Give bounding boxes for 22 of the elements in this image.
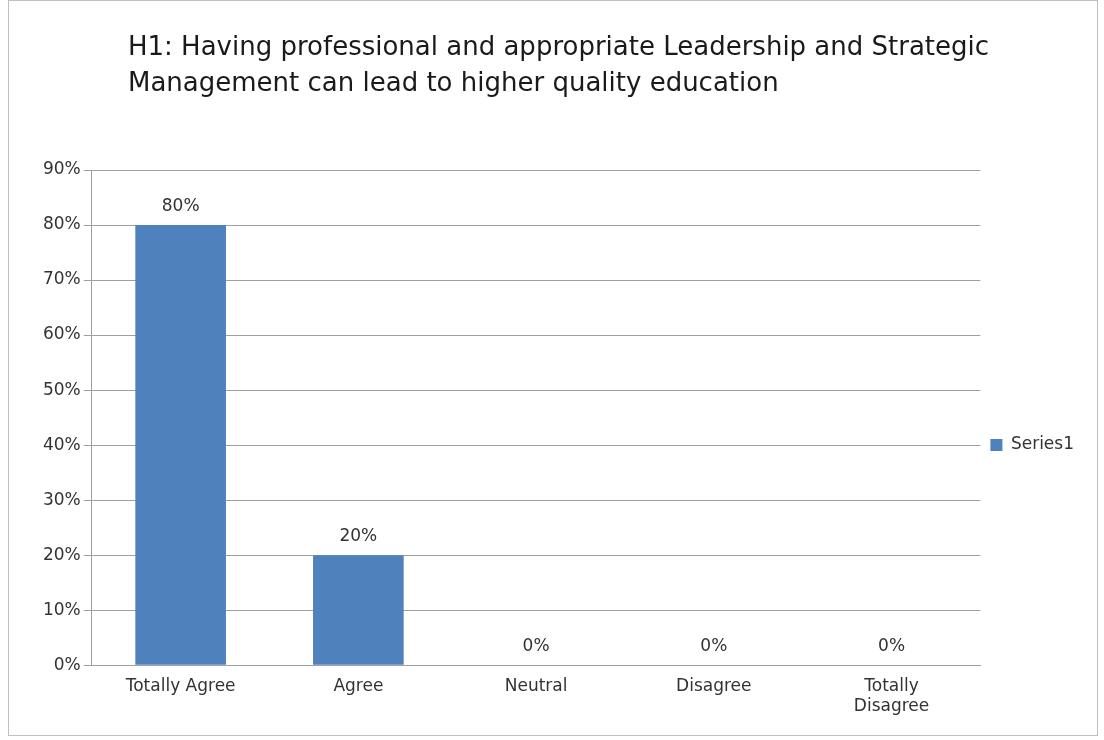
y-tick-label: 70% [42, 268, 81, 289]
y-tick-label: 30% [42, 488, 81, 509]
x-tick-label: Agree [333, 674, 384, 695]
y-tick-label: 90% [42, 158, 81, 179]
y-tick-label: 50% [42, 378, 81, 399]
legend-label: Series1 [1010, 433, 1075, 454]
chart-title: H1: Having professional and appropriate Leadership and Strategic Management can lead to higher quality education [128, 30, 991, 99]
y-tick-label: 0% [53, 653, 81, 674]
data-label: 0% [878, 635, 906, 656]
y-tick-label: 10% [42, 598, 81, 619]
data-label: 80% [161, 194, 200, 215]
x-tick-label: Disagree [676, 674, 752, 695]
y-tick-label: 80% [42, 213, 81, 234]
x-tick-label: Totally Disagree [853, 674, 930, 716]
data-label: 0% [700, 635, 728, 656]
data-label: 20% [339, 525, 378, 546]
data-label: 0% [522, 635, 550, 656]
y-tick-label: 40% [42, 433, 81, 454]
y-tick-label: 20% [42, 543, 81, 564]
x-tick-label: Totally Agree [124, 674, 236, 695]
y-tick-label: 60% [42, 323, 81, 344]
x-tick-label: Neutral [504, 674, 568, 695]
